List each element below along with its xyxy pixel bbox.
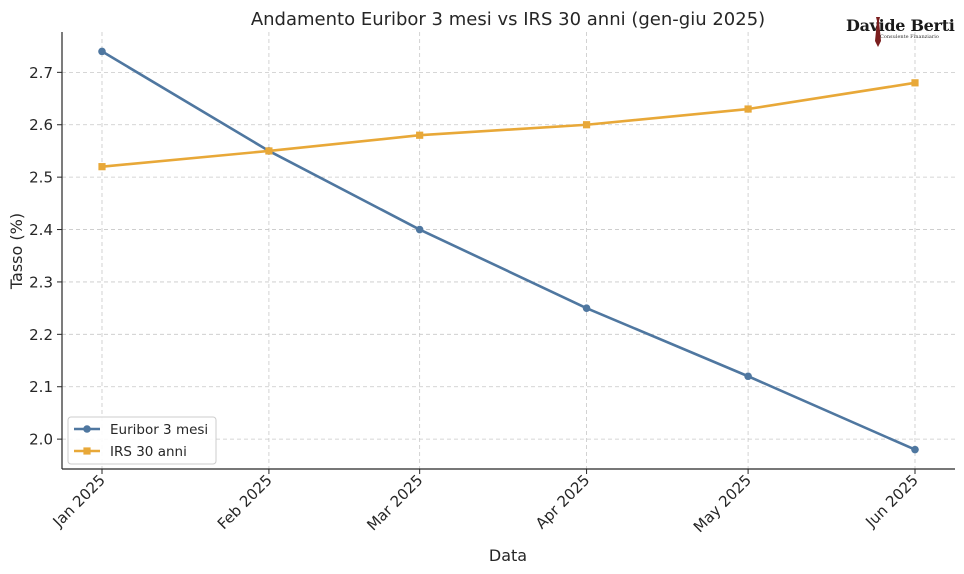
- chart-title: Andamento Euribor 3 mesi vs IRS 30 anni …: [251, 9, 765, 30]
- x-axis-label: Data: [489, 546, 527, 565]
- data-point: [911, 79, 919, 87]
- data-point: [744, 105, 752, 113]
- legend: Euribor 3 mesi IRS 30 anni: [67, 416, 217, 465]
- legend-label: Euribor 3 mesi: [110, 422, 208, 438]
- data-point: [582, 304, 591, 312]
- y-tick-label: 2.6: [29, 116, 53, 134]
- legend-marker: [83, 425, 91, 433]
- series: [98, 47, 919, 454]
- logo-name: Davide Berti: [846, 16, 955, 35]
- data-point: [744, 372, 752, 381]
- y-tick-label: 2.2: [29, 326, 53, 344]
- y-ticks: 2.0 2.1 2.2 2.3 2.4 2.5 2.6 2.7: [29, 64, 62, 449]
- axes: [61, 32, 955, 470]
- data-point: [98, 47, 106, 56]
- brand-logo: Davide Berti Consulente Finanziario: [846, 14, 955, 48]
- data-point: [415, 225, 424, 234]
- y-tick-label: 2.3: [29, 273, 53, 291]
- y-tick-label: 2.0: [29, 431, 53, 449]
- y-axis-label: Tasso (%): [7, 213, 26, 290]
- legend-marker: [83, 447, 91, 455]
- x-ticks: Jan 2025 Feb 2025 Mar 2025 Apr 2025 May 2025…: [49, 469, 922, 536]
- legend-box: [67, 416, 217, 465]
- series-line: [100, 50, 917, 451]
- data-point: [911, 445, 919, 454]
- x-tick-label: Jun 2025: [861, 471, 921, 531]
- logo-subtitle: Consulente Finanziario: [880, 34, 939, 40]
- x-tick-label: Feb 2025: [214, 471, 276, 533]
- y-tick-label: 2.1: [29, 378, 53, 396]
- y-tick-label: 2.7: [29, 64, 53, 82]
- data-point: [98, 163, 106, 171]
- data-point: [582, 121, 591, 129]
- grid: [62, 32, 955, 469]
- data-point: [265, 147, 273, 155]
- tie-icon: [875, 17, 881, 47]
- series-line: [100, 81, 917, 168]
- x-tick-label: Mar 2025: [363, 471, 426, 534]
- data-point: [416, 131, 424, 139]
- x-tick-label: Apr 2025: [532, 471, 593, 532]
- y-tick-label: 2.4: [29, 221, 53, 239]
- x-tick-label: May 2025: [690, 471, 755, 536]
- legend-label: IRS 30 anni: [110, 444, 187, 460]
- y-tick-label: 2.5: [29, 169, 53, 187]
- x-tick-label: Jan 2025: [49, 471, 109, 531]
